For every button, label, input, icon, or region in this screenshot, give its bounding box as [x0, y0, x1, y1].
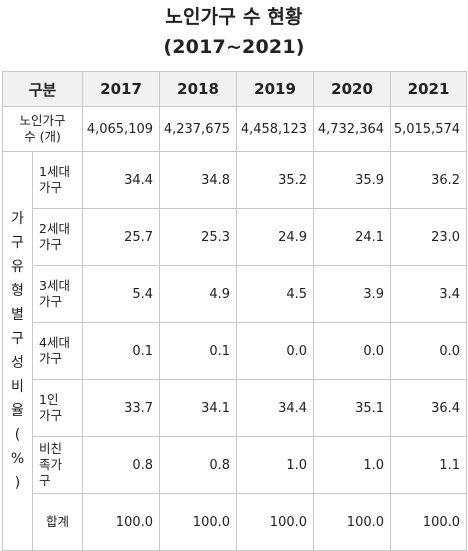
table-row-households: 노인가구 수 (개) 4,065,109 4,237,675 4,458,123…: [1, 106, 468, 152]
header-year: 2020: [313, 71, 392, 107]
side-label-char: (: [14, 427, 21, 443]
table-cell: 4,065,109: [82, 106, 161, 152]
row-label: 합계: [31, 493, 84, 551]
side-label-char: 가: [11, 211, 24, 227]
row-label-line: 4세대: [39, 335, 70, 350]
table-cell: 36.2: [390, 151, 468, 209]
table-cell: 4.9: [159, 265, 238, 323]
header-year: 2017: [82, 71, 161, 107]
table-cell: 34.1: [159, 379, 238, 437]
table-row: 2세대 가구 25.7 25.3 24.9 24.1 23.0: [3, 208, 468, 266]
side-label-composition-ratio: 가 구 유 형 별 구 성 비 율(%): [2, 151, 33, 551]
table-cell: 24.1: [313, 208, 392, 266]
row-label: 2세대 가구: [31, 208, 84, 266]
table-cell: 23.0: [390, 208, 468, 266]
side-label-char: 형: [11, 283, 24, 299]
row-label-households: 노인가구 수 (개): [1, 106, 84, 152]
table-cell: 0.1: [82, 322, 161, 380]
side-label-char: 율: [11, 403, 24, 419]
table-row: 4세대 가구 0.1 0.1 0.0 0.0 0.0: [3, 322, 468, 380]
page-title: 노인가구 수 현황 (2017~2021): [0, 2, 468, 62]
side-label-char: ): [14, 475, 21, 491]
table-row: 3세대 가구 5.4 4.9 4.5 3.9 3.4: [3, 265, 468, 323]
row-label-line: 수 (개): [24, 129, 61, 144]
table-cell: 100.0: [236, 493, 315, 551]
header-year: 2021: [390, 71, 468, 107]
row-label-line: 가구: [39, 408, 63, 423]
table-cell: 24.9: [236, 208, 315, 266]
table-cell: 4,237,675: [159, 106, 238, 152]
side-label-char: 구: [11, 331, 24, 347]
row-label-line: 3세대: [39, 278, 70, 293]
table-cell: 1.0: [313, 436, 392, 494]
row-label-line: 족가: [39, 457, 63, 472]
table-cell: 5.4: [82, 265, 161, 323]
table-row: 합계 100.0 100.0 100.0 100.0 100.0: [3, 493, 468, 551]
row-label-line: 1인: [39, 392, 59, 407]
table-cell: 3.9: [313, 265, 392, 323]
table-cell: 1.0: [236, 436, 315, 494]
row-label-line: 노인가구: [19, 113, 66, 128]
table-cell: 100.0: [390, 493, 468, 551]
table-cell: 4,458,123: [236, 106, 315, 152]
table-cell: 25.7: [82, 208, 161, 266]
side-label-char: 성: [11, 355, 24, 371]
table-cell: 0.8: [159, 436, 238, 494]
row-label-line: 비친: [39, 441, 63, 456]
table-cell: 4.5: [236, 265, 315, 323]
table-cell: 35.1: [313, 379, 392, 437]
header-year: 2019: [236, 71, 315, 107]
title-line-2: (2017~2021): [163, 36, 305, 58]
table-cell: 4,732,364: [313, 106, 392, 152]
header-category: 구분: [1, 71, 84, 107]
table-cell: 34.8: [159, 151, 238, 209]
row-label-line: 합계: [46, 514, 70, 529]
row-label-line: 가구: [39, 351, 63, 366]
elderly-household-table: 구분 2017 2018 2019 2020 2021 노인가구 수 (개) 4…: [1, 71, 468, 551]
row-label: 1인 가구: [31, 379, 84, 437]
row-label-line: 가구: [39, 180, 63, 195]
table-cell: 35.2: [236, 151, 315, 209]
row-label: 4세대 가구: [31, 322, 84, 380]
table-cell: 36.4: [390, 379, 468, 437]
table-cell: 0.0: [313, 322, 392, 380]
table-cell: 5,015,574: [390, 106, 468, 152]
row-label-line: 가구: [39, 294, 63, 309]
header-year: 2018: [159, 71, 238, 107]
table-header-row: 구분 2017 2018 2019 2020 2021: [1, 71, 468, 107]
table-cell: 0.0: [236, 322, 315, 380]
table-row: 비친 족가 구 0.8 0.8 1.0 1.0 1.1: [3, 436, 468, 494]
table-cell: 3.4: [390, 265, 468, 323]
row-label-line: 가구: [39, 237, 63, 252]
row-label-line: 1세대: [39, 164, 70, 179]
table-cell: 0.8: [82, 436, 161, 494]
side-label-char: 구: [11, 235, 24, 251]
title-line-1: 노인가구 수 현황: [165, 6, 303, 28]
side-label-char: %: [10, 451, 25, 467]
table-cell: 35.9: [313, 151, 392, 209]
row-label: 1세대 가구: [31, 151, 84, 209]
table-cell: 1.1: [390, 436, 468, 494]
row-label-line: 구: [39, 473, 51, 488]
table-cell: 0.1: [159, 322, 238, 380]
table-cell: 100.0: [82, 493, 161, 551]
row-label: 비친 족가 구: [31, 436, 84, 494]
side-label-char: 유: [11, 259, 24, 275]
table-row: 가 구 유 형 별 구 성 비 율(%) 1세대 가구 34.4 34.8 35.2 35.9 36.2: [2, 151, 468, 551]
table-cell: 33.7: [82, 379, 161, 437]
table-cell: 34.4: [236, 379, 315, 437]
row-label: 3세대 가구: [31, 265, 84, 323]
table-cell: 0.0: [390, 322, 468, 380]
side-label-char: 비: [11, 379, 24, 395]
row-label-line: 2세대: [39, 221, 70, 236]
table-cell: 25.3: [159, 208, 238, 266]
table-cell: 34.4: [82, 151, 161, 209]
side-label-char: 별: [11, 307, 24, 323]
table-row: 1인 가구 33.7 34.1 34.4 35.1 36.4: [3, 379, 468, 437]
